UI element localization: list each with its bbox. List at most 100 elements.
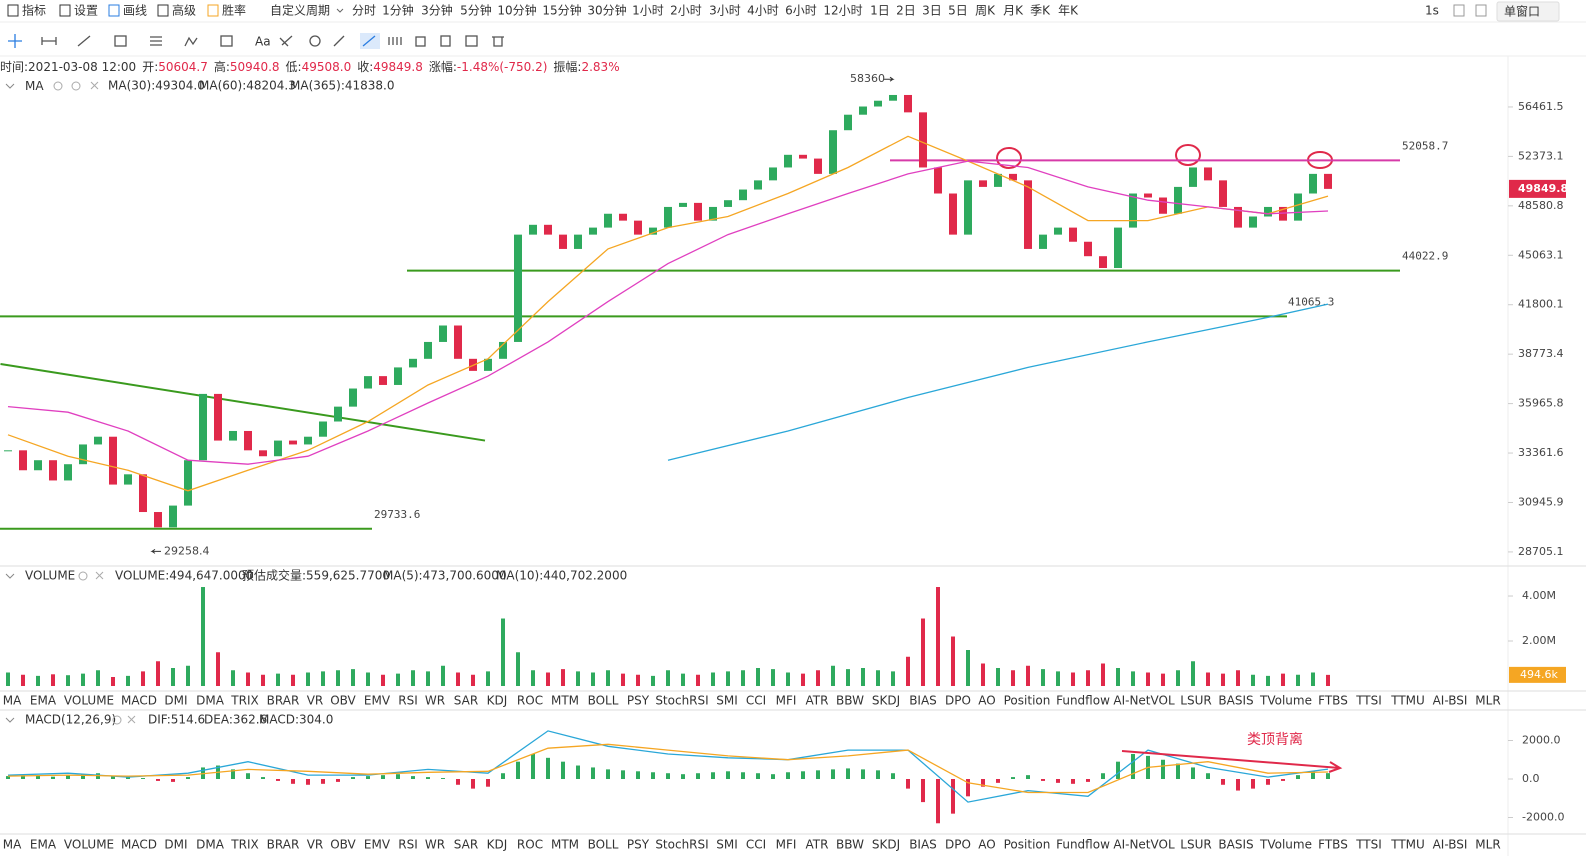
indicator-tab[interactable]: MFI xyxy=(776,838,797,852)
indicator-tab[interactable]: VR xyxy=(307,694,324,708)
indicator-tab[interactable]: MA xyxy=(3,838,22,852)
indicator-tab[interactable]: OBV xyxy=(330,694,356,708)
indicator-tab[interactable]: WR xyxy=(425,838,445,852)
indicator-tab[interactable]: StochRSI xyxy=(655,838,708,852)
indicator-tab[interactable]: BIAS xyxy=(909,838,937,852)
collapse-icon[interactable] xyxy=(5,83,15,89)
indicator-tab[interactable]: ROC xyxy=(517,838,543,852)
indicator-tab[interactable]: SAR xyxy=(454,838,478,852)
indicator-tab[interactable]: RSI xyxy=(398,838,418,852)
indicator-tab[interactable]: LSUR xyxy=(1180,694,1211,708)
indicator-tab[interactable]: DPO xyxy=(945,838,971,852)
settings-icon[interactable] xyxy=(112,715,122,725)
indicator-tab[interactable]: SMI xyxy=(716,694,738,708)
indicator-tab[interactable]: DMA xyxy=(196,838,225,852)
indicator-tab[interactable]: TVolume xyxy=(1259,838,1312,852)
indicator-tab[interactable]: BIAS xyxy=(909,694,937,708)
indicator-tab[interactable]: VOLUME xyxy=(64,838,114,852)
indicator-tab[interactable]: BASIS xyxy=(1218,694,1253,708)
indicator-tab[interactable]: FTBS xyxy=(1318,694,1348,708)
indicator-tab[interactable]: AI-BSI xyxy=(1433,838,1468,852)
indicator-tab[interactable]: SKDJ xyxy=(872,694,900,708)
period-button[interactable]: 6小时 xyxy=(785,4,817,18)
period-button[interactable]: 5分钟 xyxy=(460,3,492,18)
indicator-tab[interactable]: Position xyxy=(1004,838,1051,852)
drawing-tools[interactable] xyxy=(8,33,504,49)
indicator-tab[interactable]: CCI xyxy=(746,694,766,708)
indicator-tab[interactable]: OBV xyxy=(330,838,356,852)
indicator-tab[interactable]: FTBS xyxy=(1318,838,1348,852)
text-tool[interactable]: Aa xyxy=(255,35,271,49)
indicator-tab[interactable]: BBW xyxy=(836,838,864,852)
indicator-tab[interactable]: EMA xyxy=(30,694,57,708)
period-button[interactable]: 10分钟 xyxy=(497,3,536,18)
indicator-tab[interactable]: VR xyxy=(307,838,324,852)
indicator-tab[interactable]: MA xyxy=(3,694,22,708)
indicator-tab[interactable]: AI-NetVOL xyxy=(1113,694,1175,708)
indicator-tab[interactable]: MLR xyxy=(1475,694,1500,708)
settings-icon[interactable] xyxy=(78,571,88,581)
period-button[interactable]: 分时 xyxy=(352,4,376,18)
indicator-tab[interactable]: RSI xyxy=(398,694,418,708)
indicator-tab[interactable]: MLR xyxy=(1475,838,1500,852)
close-icon[interactable] xyxy=(127,715,136,724)
indicator-tab[interactable]: DPO xyxy=(945,694,971,708)
indicator-tab[interactable]: CCI xyxy=(746,838,766,852)
indicator-tab[interactable]: PSY xyxy=(627,838,650,852)
toolbar-button[interactable]: 高级 xyxy=(172,3,196,18)
period-button[interactable]: 3分钟 xyxy=(421,3,453,18)
indicator-tab[interactable]: EMA xyxy=(30,838,57,852)
close-icon[interactable] xyxy=(90,81,99,90)
indicator-tab[interactable]: BOLL xyxy=(588,838,619,852)
indicator-tab[interactable]: TRIX xyxy=(230,694,258,708)
period-button[interactable]: 1分钟 xyxy=(382,3,414,18)
toolbar-button[interactable]: 胜率 xyxy=(222,3,246,18)
indicator-tab[interactable]: TTMU xyxy=(1390,694,1425,708)
period-button[interactable]: 15分钟 xyxy=(542,3,581,18)
indicator-tab[interactable]: BBW xyxy=(836,694,864,708)
eye-icon[interactable] xyxy=(53,81,63,91)
indicator-tab[interactable]: DMA xyxy=(196,694,225,708)
indicator-tab[interactable]: DMI xyxy=(164,838,187,852)
indicator-tab[interactable]: SAR xyxy=(454,694,478,708)
indicator-tab[interactable]: EMV xyxy=(364,694,391,708)
indicator-tab[interactable]: SMI xyxy=(716,838,738,852)
indicator-tab[interactable]: SKDJ xyxy=(872,838,900,852)
period-button[interactable]: 12小时 xyxy=(823,4,862,18)
period-button[interactable]: 1日 xyxy=(870,4,890,18)
indicator-tab[interactable]: StochRSI xyxy=(655,694,708,708)
indicator-tab[interactable]: TTSI xyxy=(1355,838,1382,852)
speed-label[interactable]: 1s xyxy=(1425,4,1439,18)
window-icon[interactable] xyxy=(1453,4,1465,17)
indicator-tab[interactable]: DMI xyxy=(164,694,187,708)
period-button[interactable]: 3小时 xyxy=(709,4,741,18)
indicator-tab[interactable]: AO xyxy=(978,694,995,708)
indicator-tab[interactable]: TTMU xyxy=(1390,838,1425,852)
indicator-tab[interactable]: WR xyxy=(425,694,445,708)
indicator-tab[interactable]: TRIX xyxy=(230,838,258,852)
period-button[interactable]: 月K xyxy=(1003,4,1024,18)
indicator-tab[interactable]: MTM xyxy=(551,838,579,852)
period-button[interactable]: 1小时 xyxy=(632,4,664,18)
indicator-tab[interactable]: BASIS xyxy=(1218,838,1253,852)
indicator-tab[interactable]: KDJ xyxy=(487,838,508,852)
indicator-tab[interactable]: BOLL xyxy=(588,694,619,708)
period-button[interactable]: 2日 xyxy=(896,4,916,18)
period-button[interactable]: 30分钟 xyxy=(587,3,626,18)
period-button[interactable]: 3日 xyxy=(922,4,942,18)
toolbar-button[interactable]: 设置 xyxy=(74,4,98,18)
indicator-tab[interactable]: EMV xyxy=(364,838,391,852)
indicator-tab[interactable]: ROC xyxy=(517,694,543,708)
period-button[interactable]: 年K xyxy=(1058,4,1079,18)
window-icon[interactable] xyxy=(1475,4,1487,17)
collapse-icon[interactable] xyxy=(5,717,15,723)
indicator-tab[interactable]: ATR xyxy=(806,694,829,708)
indicator-tab[interactable]: ATR xyxy=(806,838,829,852)
period-button[interactable]: 4小时 xyxy=(747,4,779,18)
toolbar-button[interactable]: 画线 xyxy=(123,4,147,18)
indicator-tab[interactable]: MFI xyxy=(776,694,797,708)
indicator-tab[interactable]: BRAR xyxy=(267,838,300,852)
collapse-icon[interactable] xyxy=(5,573,15,579)
indicator-tab[interactable]: MACD xyxy=(121,838,157,852)
indicator-tab[interactable]: AI-BSI xyxy=(1433,694,1468,708)
